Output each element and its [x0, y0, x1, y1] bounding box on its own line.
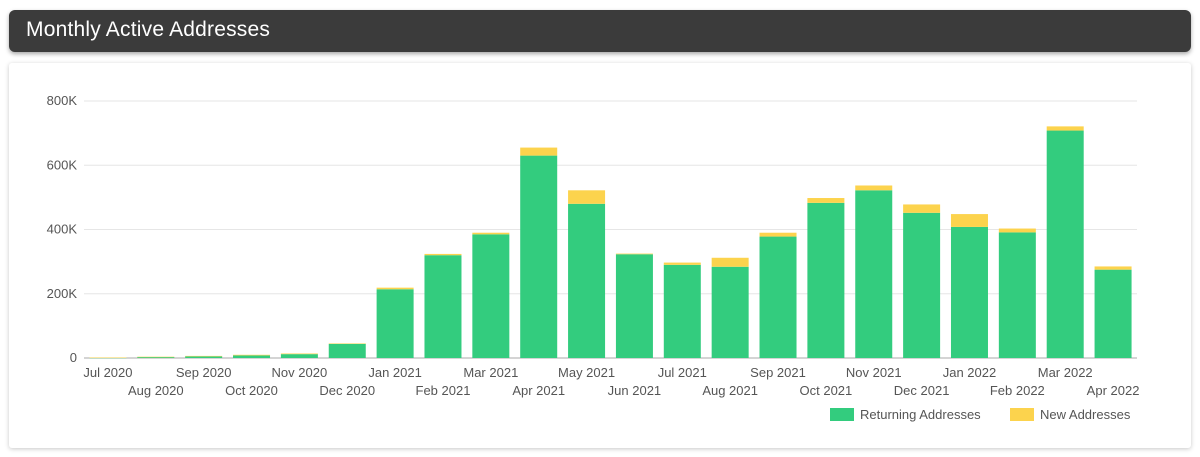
bar-new-addresses — [424, 253, 462, 256]
bar-new-addresses — [711, 257, 749, 267]
bar-returning-addresses — [376, 289, 414, 358]
bar-new-addresses — [328, 343, 366, 344]
bar-returning-addresses — [280, 354, 318, 358]
bar-new-addresses — [855, 185, 893, 191]
y-tick-label: 600K — [47, 157, 78, 172]
stacked-bar-chart: 0 200K 400K 600K 800K Jul 2020 Aug 2020 Sep 202… — [47, 93, 1140, 422]
bar-returning-addresses — [1046, 130, 1084, 358]
bar-returning-addresses — [807, 202, 845, 358]
x-tick-label: Sep 2021 — [750, 365, 806, 380]
x-tick-label: Feb 2022 — [990, 383, 1045, 398]
y-tick-label: 200K — [47, 286, 78, 301]
x-tick-label: Jan 2022 — [943, 365, 997, 380]
bar-new-addresses — [615, 253, 653, 255]
bar-returning-addresses — [855, 190, 893, 358]
bar-returning-addresses — [568, 203, 606, 358]
legend-label-returning: Returning Addresses — [860, 407, 981, 422]
bar-returning-addresses — [950, 226, 988, 358]
bar-returning-addresses — [1094, 269, 1132, 358]
bar-returning-addresses — [663, 264, 701, 358]
bar-returning-addresses — [233, 355, 271, 358]
bar-new-addresses — [280, 353, 318, 355]
bar-new-addresses — [568, 190, 606, 204]
legend-label-new: New Addresses — [1040, 407, 1131, 422]
y-tick-label: 800K — [47, 93, 78, 108]
bar-returning-addresses — [185, 356, 223, 358]
x-tick-label: Jan 2021 — [368, 365, 422, 380]
x-tick-label: Sep 2020 — [176, 365, 232, 380]
bar-returning-addresses — [615, 254, 653, 358]
chart-title: Monthly Active Addresses — [26, 18, 271, 41]
x-tick-label: May 2021 — [558, 365, 615, 380]
legend-swatch-new — [1010, 408, 1034, 421]
bar-new-addresses — [950, 214, 988, 227]
legend-swatch-returning — [830, 408, 854, 421]
x-tick-label: Dec 2021 — [894, 383, 950, 398]
x-tick-label: Oct 2021 — [800, 383, 853, 398]
bar-new-addresses — [1094, 266, 1132, 270]
x-tick-label: Oct 2020 — [225, 383, 278, 398]
bar-new-addresses — [137, 356, 175, 358]
x-tick-label: Apr 2022 — [1087, 383, 1140, 398]
bar-returning-addresses — [903, 212, 941, 358]
chart-card: 0 200K 400K 600K 800K Jul 2020 Aug 2020 Sep 202… — [9, 63, 1191, 448]
bar-new-addresses — [663, 262, 701, 265]
y-tick-label: 400K — [47, 222, 78, 237]
bar-new-addresses — [89, 357, 127, 359]
bar-returning-addresses — [759, 236, 797, 358]
bar-new-addresses — [998, 228, 1036, 233]
bar-new-addresses — [520, 147, 558, 156]
bar-new-addresses — [233, 354, 271, 356]
x-tick-label: Apr 2021 — [512, 383, 565, 398]
bar-new-addresses — [376, 287, 414, 290]
x-tick-label: Feb 2021 — [416, 383, 471, 398]
chart-header: Monthly Active Addresses — [9, 10, 1191, 52]
x-tick-label: Jun 2021 — [608, 383, 662, 398]
x-tick-label: Mar 2021 — [463, 365, 518, 380]
bar-returning-addresses — [998, 232, 1036, 358]
x-tick-label: Jul 2021 — [658, 365, 707, 380]
x-tick-label: Nov 2020 — [272, 365, 328, 380]
x-tick-label: Mar 2022 — [1038, 365, 1093, 380]
bar-returning-addresses — [328, 343, 366, 358]
y-tick-label: 0 — [70, 350, 77, 365]
bar-returning-addresses — [424, 255, 462, 358]
bar-new-addresses — [807, 198, 845, 203]
bar-new-addresses — [185, 355, 223, 357]
x-tick-label: Aug 2021 — [702, 383, 758, 398]
bar-new-addresses — [759, 232, 797, 237]
x-tick-label: Dec 2020 — [319, 383, 375, 398]
x-tick-label: Jul 2020 — [83, 365, 132, 380]
x-tick-label: Nov 2021 — [846, 365, 902, 380]
bar-returning-addresses — [472, 234, 510, 358]
bar-returning-addresses — [520, 155, 558, 358]
bar-new-addresses — [472, 232, 510, 235]
bar-new-addresses — [903, 204, 941, 213]
x-tick-label: Aug 2020 — [128, 383, 184, 398]
bar-returning-addresses — [137, 357, 175, 358]
bar-returning-addresses — [711, 266, 749, 358]
bar-new-addresses — [1046, 126, 1084, 131]
